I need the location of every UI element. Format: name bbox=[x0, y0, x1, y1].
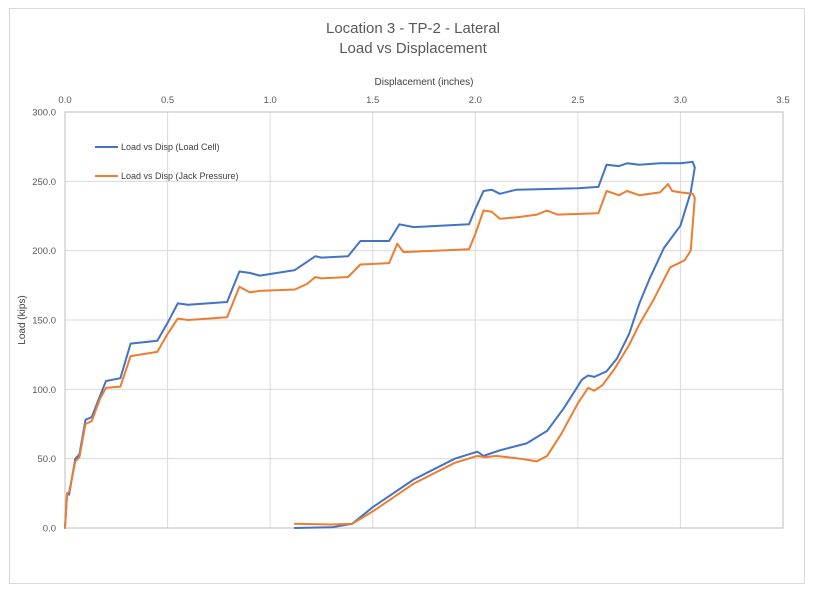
x-axis-title: Displacement (inches) bbox=[375, 77, 474, 88]
y-tick-label: 50.0 bbox=[38, 454, 57, 465]
y-tick-label: 0.0 bbox=[43, 524, 56, 535]
y-tick-label: 150.0 bbox=[32, 316, 56, 327]
x-tick-label: 3.5 bbox=[776, 95, 789, 106]
x-tick-label: 3.0 bbox=[674, 95, 687, 106]
series-layer bbox=[64, 160, 696, 529]
grid-layer bbox=[64, 111, 784, 529]
series-line-load-cell bbox=[64, 160, 696, 529]
x-tick-label: 2.0 bbox=[469, 95, 482, 106]
legend-label: Load vs Disp (Jack Pressure) bbox=[121, 171, 239, 181]
y-tick-label: 300.0 bbox=[32, 108, 56, 119]
x-tick-label: 1.5 bbox=[366, 95, 379, 106]
chart-subtitle: Load vs Displacement bbox=[339, 40, 487, 57]
y-tick-label: 250.0 bbox=[32, 177, 56, 188]
y-axis-title: Load (kips) bbox=[17, 295, 28, 344]
legend-label: Load vs Disp (Load Cell) bbox=[121, 142, 220, 152]
y-tick-label: 200.0 bbox=[32, 246, 56, 257]
plot-area bbox=[64, 111, 784, 529]
tick-layer: 0.0 0.5 1.0 1.5 2.0 2.5 3.0 3.5 0.0 50.0 100.0 150.… bbox=[32, 95, 789, 535]
legend: Load vs Disp (Load Cell) Load vs Disp (Ja… bbox=[95, 142, 239, 181]
x-tick-label: 1.0 bbox=[264, 95, 277, 106]
x-tick-label: 0.0 bbox=[58, 95, 71, 106]
chart-title: Location 3 - TP-2 - Lateral bbox=[326, 20, 500, 37]
y-tick-label: 100.0 bbox=[32, 385, 56, 396]
x-tick-label: 2.5 bbox=[571, 95, 584, 106]
series-line-jack-pressure bbox=[64, 183, 696, 529]
x-tick-label: 0.5 bbox=[161, 95, 174, 106]
